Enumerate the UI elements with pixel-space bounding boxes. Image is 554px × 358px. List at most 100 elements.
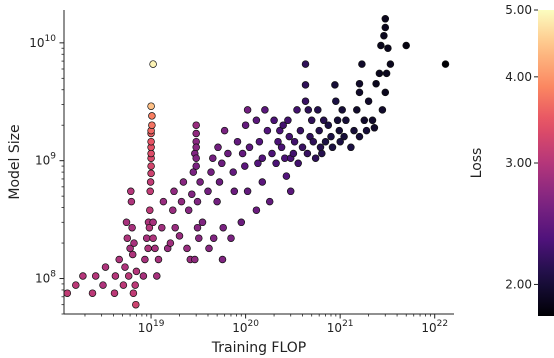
- data-point: [188, 190, 196, 198]
- data-point: [255, 137, 264, 146]
- data-point: [252, 116, 261, 125]
- data-point: [205, 244, 213, 253]
- data-point: [335, 126, 344, 135]
- data-point: [151, 244, 159, 253]
- data-point: [154, 255, 163, 264]
- data-point: [204, 187, 212, 196]
- data-point: [215, 178, 224, 186]
- data-point: [258, 154, 267, 162]
- data-point: [303, 149, 312, 158]
- data-point: [132, 300, 140, 309]
- data-point: [127, 197, 136, 206]
- data-point: [230, 187, 239, 196]
- data-point: [350, 126, 358, 135]
- data-point: [111, 272, 120, 280]
- data-point: [207, 168, 215, 176]
- y-axis-label: Model Size: [7, 124, 23, 199]
- data-point: [290, 137, 299, 146]
- data-point: [218, 255, 227, 264]
- data-point: [196, 178, 204, 186]
- data-point: [130, 239, 138, 247]
- data-point: [99, 281, 107, 289]
- data-point: [370, 124, 379, 132]
- data-point: [142, 234, 151, 242]
- data-point: [277, 143, 286, 152]
- x-ticks: 1019 1020 1021 1022: [84, 314, 448, 335]
- plot-area: [63, 10, 454, 314]
- data-point: [261, 106, 269, 114]
- x-tick-label: 1022: [421, 319, 448, 335]
- x-tick-label: 1020: [232, 319, 259, 335]
- data-point: [265, 197, 274, 206]
- data-point: [338, 106, 346, 114]
- data-point: [132, 267, 141, 276]
- data-point: [319, 116, 328, 125]
- data-point: [340, 132, 348, 141]
- y-tick-label: 1010: [29, 34, 56, 50]
- data-point: [147, 169, 155, 178]
- data-point: [127, 187, 135, 196]
- data-point: [332, 97, 340, 105]
- data-point: [327, 132, 335, 141]
- data-point: [141, 255, 149, 264]
- data-point: [298, 143, 307, 152]
- data-point: [378, 106, 387, 114]
- data-point: [358, 60, 366, 68]
- colorbar-tick-label: 2.00: [505, 277, 532, 291]
- data-point: [252, 206, 261, 214]
- data-point: [293, 106, 301, 114]
- data-point: [243, 106, 252, 114]
- data-point: [381, 23, 390, 32]
- data-point: [238, 149, 247, 158]
- data-point: [364, 97, 373, 105]
- data-point: [72, 281, 80, 289]
- data-point: [148, 121, 156, 129]
- data-point: [169, 206, 177, 214]
- data-point: [131, 281, 139, 289]
- data-point: [191, 255, 199, 264]
- data-point: [381, 15, 390, 23]
- colorbar-tick-label: 3.00: [505, 156, 532, 170]
- colorbar-tick-label: 4.00: [505, 70, 532, 84]
- data-point: [214, 143, 222, 152]
- data-point: [153, 272, 161, 280]
- data-point: [213, 197, 221, 206]
- data-point: [233, 137, 242, 146]
- data-point: [301, 81, 310, 89]
- x-axis: 1019 1020 1021 1022 Training FLOP: [64, 313, 454, 356]
- data-point: [146, 178, 155, 186]
- data-point: [282, 172, 291, 180]
- data-point: [384, 44, 392, 52]
- data-point: [241, 121, 250, 129]
- data-point: [146, 206, 154, 214]
- data-point: [309, 137, 318, 146]
- data-point: [129, 289, 138, 297]
- data-point: [144, 244, 152, 253]
- y-tick-label: 108: [35, 270, 56, 286]
- data-point: [315, 126, 323, 135]
- colorbar-ticks: 2.00 3.00 4.00 5.00: [505, 3, 538, 291]
- data-point: [183, 244, 191, 253]
- data-point: [324, 121, 333, 129]
- data-point: [382, 69, 391, 78]
- data-point: [193, 223, 202, 232]
- data-point: [128, 250, 137, 259]
- colorbar-tick-label: 5.00: [505, 3, 532, 17]
- data-point: [254, 159, 262, 168]
- data-point: [147, 149, 155, 158]
- data-point: [123, 234, 132, 242]
- data-point: [149, 234, 157, 242]
- data-point: [128, 223, 136, 232]
- data-point: [171, 223, 179, 232]
- data-point: [286, 187, 295, 196]
- data-point: [263, 126, 272, 135]
- data-point: [147, 137, 155, 146]
- data-point: [192, 129, 200, 138]
- x-tick-label: 1019: [138, 319, 165, 335]
- data-point: [245, 143, 254, 152]
- data-point: [355, 132, 364, 141]
- data-point: [179, 178, 188, 186]
- data-point: [149, 218, 157, 227]
- data-point: [274, 137, 282, 146]
